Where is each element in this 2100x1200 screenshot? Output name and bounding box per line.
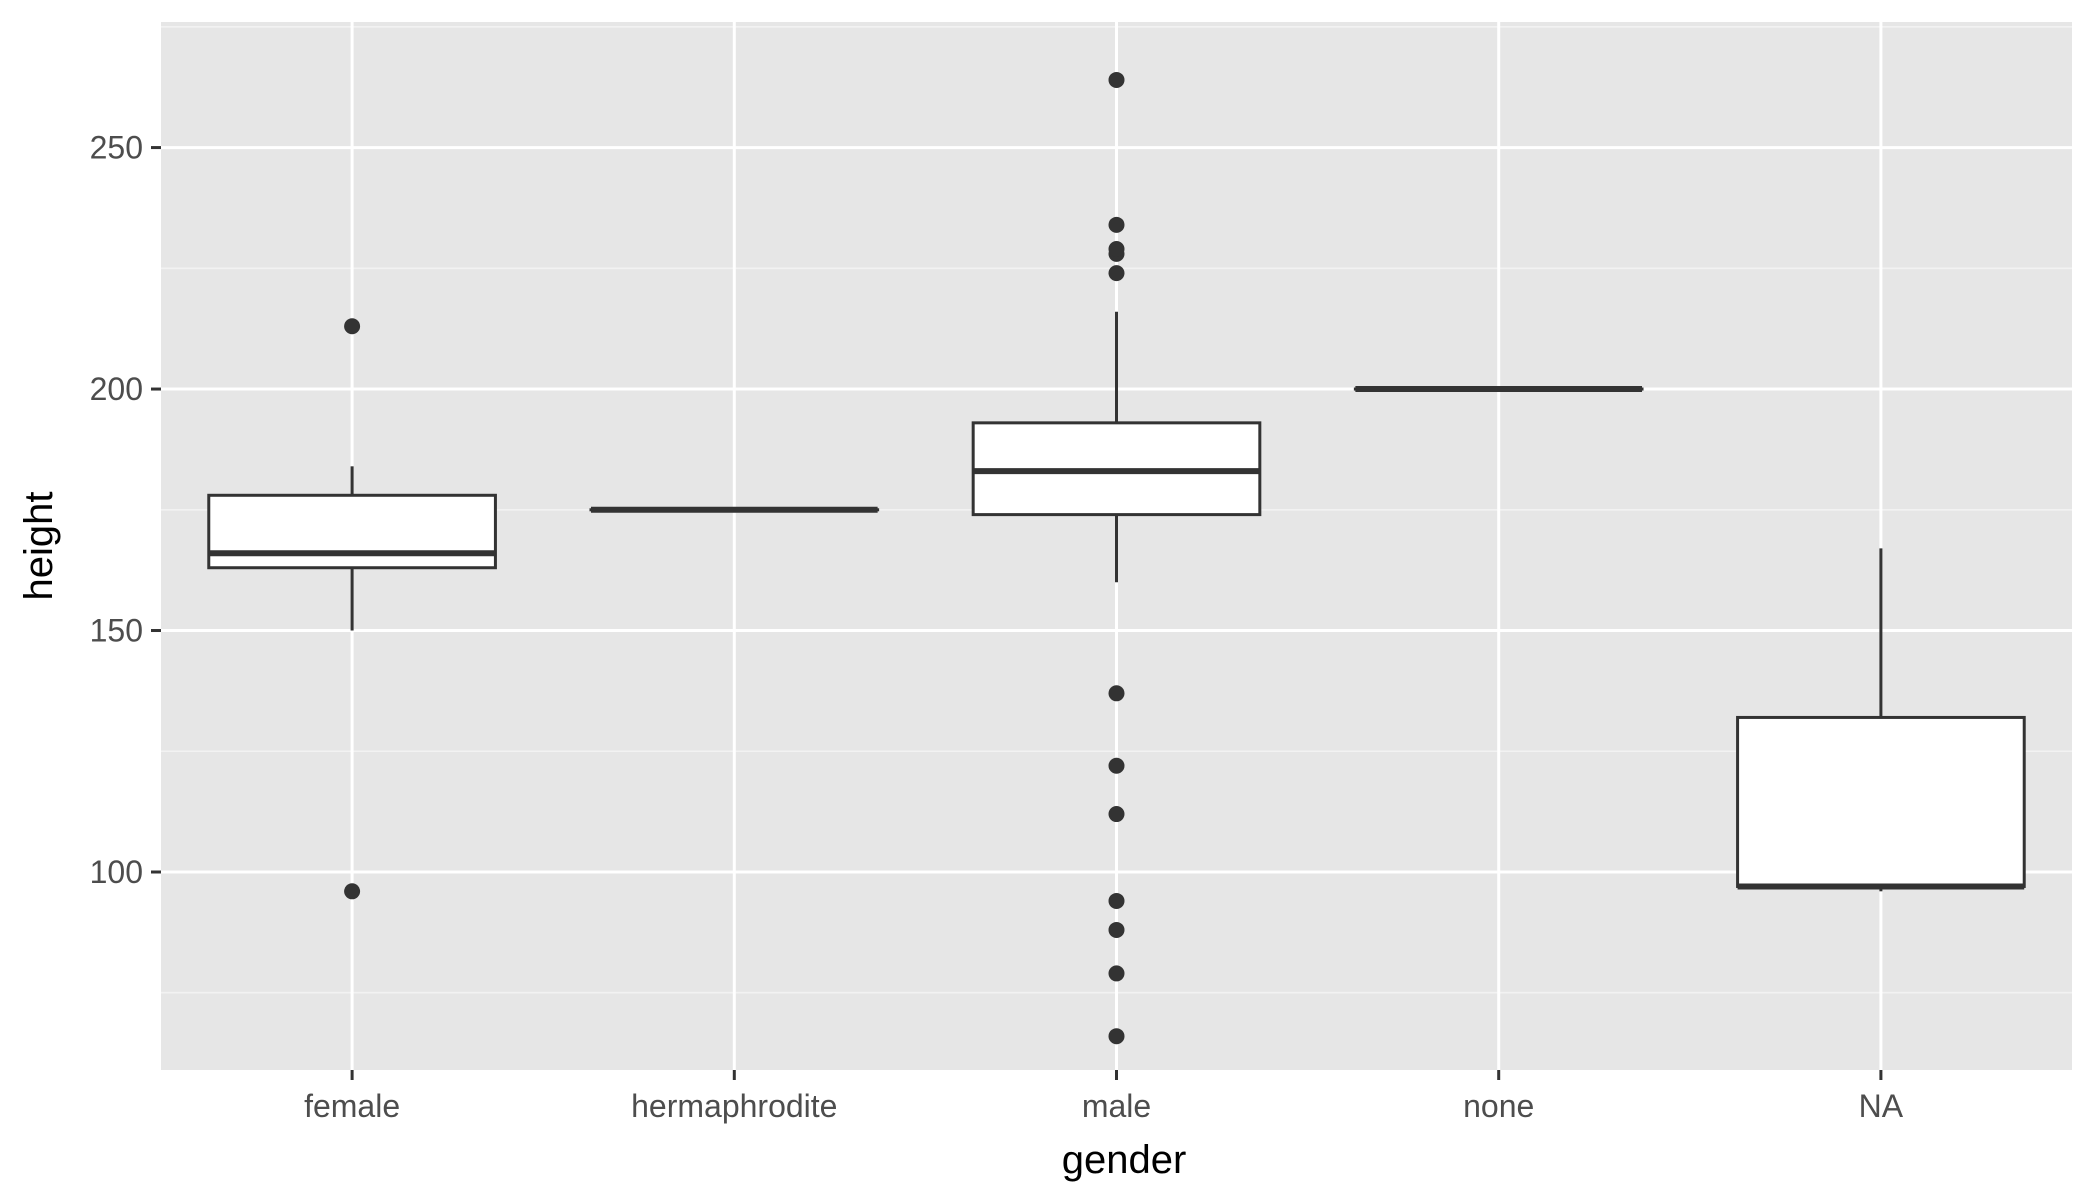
outlier-point bbox=[1108, 240, 1125, 257]
outlier-points bbox=[344, 71, 1125, 1045]
box-male bbox=[971, 311, 1262, 583]
x-tick-label: none bbox=[1463, 1088, 1534, 1124]
y-axis: 100 150 200 250 bbox=[90, 130, 161, 890]
x-axis: female hermaphrodite male none NA bbox=[304, 1070, 1904, 1124]
x-tick-label: NA bbox=[1859, 1088, 1904, 1124]
outlier-point bbox=[1108, 921, 1125, 938]
y-axis-title: height bbox=[17, 492, 61, 601]
boxes bbox=[207, 311, 2026, 892]
box-female bbox=[207, 466, 497, 631]
outlier-point bbox=[344, 318, 361, 335]
y-tick-label: 250 bbox=[90, 130, 143, 166]
outlier-point bbox=[1108, 265, 1125, 282]
outlier-point bbox=[1108, 71, 1125, 88]
box-iqr bbox=[1736, 715, 2026, 888]
y-tick-label: 100 bbox=[90, 854, 143, 890]
box-iqr bbox=[207, 493, 497, 570]
outlier-point bbox=[1108, 806, 1125, 823]
y-tick-label: 150 bbox=[90, 613, 143, 649]
outlier-point bbox=[1108, 892, 1125, 909]
x-tick-label: female bbox=[304, 1088, 400, 1124]
y-tick-label: 200 bbox=[90, 371, 143, 407]
outlier-point bbox=[1108, 1028, 1125, 1045]
outlier-point bbox=[344, 883, 361, 900]
x-axis-title: gender bbox=[1062, 1138, 1187, 1182]
outlier-point bbox=[1108, 685, 1125, 702]
outlier-point bbox=[1108, 216, 1125, 233]
outlier-point bbox=[1108, 965, 1125, 982]
x-tick-label: hermaphrodite bbox=[631, 1088, 837, 1124]
x-tick-label: male bbox=[1082, 1088, 1151, 1124]
outlier-point bbox=[1108, 757, 1125, 774]
box-na bbox=[1736, 548, 2026, 892]
